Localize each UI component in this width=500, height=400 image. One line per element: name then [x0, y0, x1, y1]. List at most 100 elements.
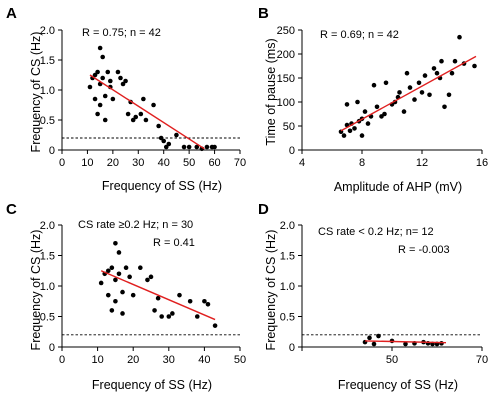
panel-d-y-tick-label: 2.0 — [280, 220, 295, 232]
panel-b-y-tick-label: 200 — [277, 49, 295, 61]
panel-b-data-point — [383, 80, 389, 86]
panel-c-data-point — [177, 292, 182, 298]
panel-d-data-point — [403, 341, 408, 347]
panel-b-data-point — [347, 128, 353, 134]
panel-b-data-point — [344, 102, 350, 107]
panel-a-data-point — [102, 117, 108, 123]
panel-c-data-point — [127, 274, 132, 280]
panel-letter-b: B — [258, 5, 269, 22]
panel-d-annotation-1: CS rate < 0.2 Hz; n= 12 — [318, 226, 434, 238]
panel-b-data-point — [374, 104, 380, 110]
panel-a-data-point — [174, 132, 179, 138]
panel-d-x-tick-label: 70 — [476, 354, 488, 366]
panel-a-data-point — [212, 144, 217, 150]
panel-b-data-point — [401, 109, 407, 114]
panel-a-data-point — [100, 75, 105, 81]
panel-b-x-tick-label: 8 — [359, 157, 365, 169]
panel-d-data-point — [371, 341, 377, 347]
panel-b-ylabel: Time of pause (ms) — [264, 38, 278, 145]
panel-b-data-point — [457, 34, 462, 40]
panel-b-data-point — [434, 70, 440, 76]
panel-a-data-point — [118, 75, 123, 81]
panel-letter-a: A — [6, 5, 17, 22]
panel-a-annotation: R = 0.75; n = 42 — [82, 27, 161, 39]
panel-a-data-point — [102, 93, 108, 99]
panel-c-y-tick-label: 1.5 — [40, 251, 55, 263]
panel-b-data-point — [404, 70, 410, 76]
panel-c-plot: 0 10 20 30 40 50 0 0.5 1.0 1.5 2.0 — [40, 220, 246, 366]
panel-b-fit-line — [340, 55, 477, 132]
panel-b-x-tick-label: 4 — [299, 157, 305, 169]
panel-c-data-point — [170, 311, 175, 316]
panel-c-y-tick-label: 2.0 — [40, 220, 55, 232]
panel-c-data-point — [152, 308, 157, 313]
panel-b-data-point — [362, 109, 368, 114]
panel-b-y-tick-label: 150 — [277, 73, 295, 85]
panel-b-data-point — [365, 121, 371, 126]
panel-a-fit-line — [89, 74, 205, 150]
panel-c-x-tick-label: 30 — [163, 354, 175, 366]
panel-b-data-point — [419, 90, 425, 95]
panel-c-data-point — [113, 298, 118, 304]
panel-a-data-point — [156, 123, 161, 129]
panel-b-data-point — [412, 97, 417, 102]
panel-d-y-tick-label: 1.0 — [280, 281, 295, 293]
panel-a-data-point — [133, 114, 139, 120]
panel-a-data-point — [110, 96, 116, 102]
panel-a-data-point — [158, 135, 164, 141]
panel-c-fit-line — [100, 270, 216, 321]
panel-a-y-tick-label: 2.0 — [40, 25, 55, 37]
panel-a-data-point — [95, 111, 100, 117]
panel-c-data-point — [116, 250, 122, 255]
panel-d-x-tick-label: 50 — [386, 354, 398, 366]
panel-c-annotation-2: R = 0.41 — [153, 237, 195, 249]
panel-b-data-point — [449, 70, 455, 76]
panel-d-annotation-2: R = -0.003 — [398, 244, 450, 256]
panel-c-x-tick-label: 50 — [234, 354, 246, 366]
panel-a-x-tick-label: 20 — [107, 157, 119, 169]
panel-c-data-point — [205, 302, 211, 307]
panel-b-data-point — [452, 58, 458, 64]
panel-b-x-tick-label: 16 — [476, 157, 488, 169]
panel-a-data-point — [186, 144, 192, 150]
panel-b-data-point — [439, 58, 444, 64]
panel-d-y-tick-label: 1.5 — [280, 251, 295, 263]
panel-c-data-point — [212, 323, 218, 328]
panel-b-data-point — [407, 85, 413, 90]
panel-c-data-point — [145, 277, 150, 283]
panel-b-annotation: R = 0.69; n = 42 — [320, 29, 399, 41]
panel-a-x-tick-label: 70 — [234, 157, 246, 169]
panel-a-data-point — [120, 81, 126, 87]
panel-d-data-point — [367, 335, 372, 341]
panel-d-y-tick-label: 0.5 — [280, 312, 295, 324]
panel-a-data-point — [138, 111, 144, 117]
panel-a-data-point — [143, 117, 149, 123]
panel-a-data-point — [108, 78, 113, 84]
panel-c-data-point — [187, 298, 193, 304]
panel-d-plot: 50 70 0 0.5 1.0 1.5 2.0 — [280, 220, 488, 366]
panel-b-data-point — [382, 111, 387, 117]
panel-b-y-tick-label: 250 — [277, 25, 295, 37]
panel-b-data-point — [397, 90, 402, 95]
panel-b-data-point — [427, 92, 432, 98]
panel-b-y-tick-label: 50 — [283, 121, 295, 133]
panel-b-xlabel: Amplitude of AHP (mV) — [334, 180, 462, 194]
panel-c-data-point — [105, 268, 111, 274]
panel-c-y-tick-label: 0.5 — [40, 312, 55, 324]
panel-c-y-tick-label: 1.0 — [40, 281, 55, 293]
panel-c-data-point — [155, 295, 161, 301]
panel-b-y-tick-label: 100 — [277, 97, 295, 109]
panel-a-x-tick-label: 60 — [208, 157, 220, 169]
panel-a-x-tick-label: 50 — [183, 157, 195, 169]
panel-c-data-point — [148, 274, 154, 280]
panel-a-data-point — [194, 144, 200, 150]
panel-c-data-point — [159, 314, 164, 319]
panel-a-data-point — [95, 69, 100, 75]
panel-b-data-point — [431, 66, 437, 71]
panel-d-ylabel: Frequency of CS (Hz) — [264, 230, 278, 351]
panel-a-data-point — [151, 102, 156, 108]
panel-a-ylabel: Frequency of CS (Hz) — [29, 32, 43, 153]
panel-b-data-point — [472, 63, 477, 69]
panel-c-data-point — [166, 314, 172, 319]
panel-d-y-tick-label: 0 — [289, 342, 295, 354]
